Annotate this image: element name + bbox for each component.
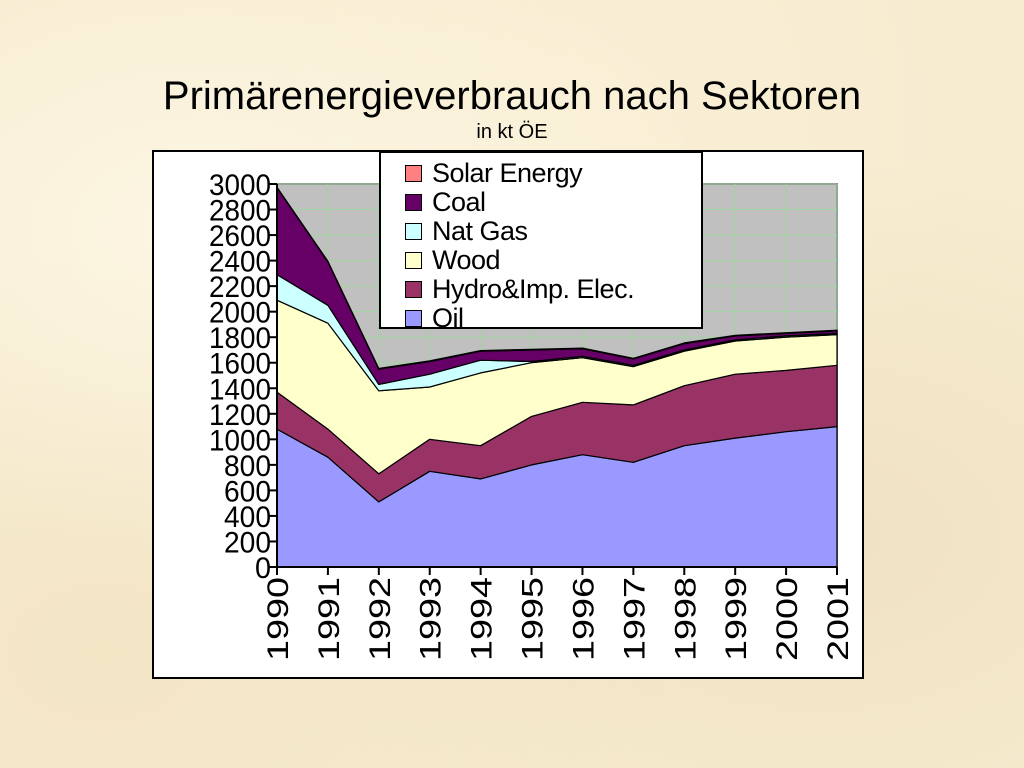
x-tick-label: 1999 [720, 577, 753, 661]
legend-label: Oil [432, 303, 464, 333]
x-tick-label: 1995 [517, 577, 550, 661]
legend-swatch [405, 194, 422, 211]
y-tick-label: 200 [224, 526, 271, 559]
x-tick-label: 1997 [618, 577, 651, 661]
area-series-solar-energy [276, 186, 838, 370]
y-tick-label: 2800 [209, 195, 271, 228]
y-tick-label: 2400 [209, 246, 271, 279]
x-tick-label: 1992 [364, 577, 397, 661]
x-tick-label: 1996 [567, 577, 600, 661]
y-tick-label: 1200 [209, 399, 271, 432]
legend-item: Wood [405, 246, 701, 275]
legend-item: Hydro&Imp. Elec. [405, 275, 701, 304]
x-tick-label: 1993 [415, 577, 448, 661]
y-tick-label: 0 [255, 552, 271, 585]
x-tick-label: 1991 [313, 577, 346, 661]
y-tick-label: 2000 [209, 297, 271, 330]
legend-swatch [405, 281, 422, 298]
x-tick-label: 2000 [771, 577, 804, 661]
legend-label: Wood [432, 245, 501, 275]
x-tick-label: 1990 [262, 577, 295, 661]
y-tick-label: 400 [224, 501, 271, 534]
legend-item: Coal [405, 188, 701, 217]
slide-subtitle: in kt ÖE [476, 121, 548, 143]
legend-label: Nat Gas [432, 216, 528, 246]
legend-item: Oil [405, 304, 701, 333]
y-tick-label: 800 [224, 450, 271, 483]
y-tick-label: 1800 [209, 322, 271, 355]
legend-swatch [405, 165, 422, 182]
y-tick-label: 1600 [209, 348, 271, 381]
x-tick-label: 1998 [669, 577, 702, 661]
legend-label: Solar Energy [432, 158, 583, 188]
slide-title: Primärenergieverbrauch nach Sektoren [162, 74, 862, 118]
y-tick-label: 2600 [209, 220, 271, 253]
y-tick-label: 3000 [209, 169, 271, 202]
x-tick-label: 1994 [466, 577, 499, 661]
chart-legend: Solar Energy Coal Nat Gas Wood Hydro&Imp. El… [379, 151, 703, 333]
y-tick-label: 1400 [209, 373, 271, 406]
x-tick-label: 2001 [822, 577, 855, 661]
legend-swatch [405, 223, 422, 240]
legend-item: Nat Gas [405, 217, 701, 246]
legend-swatch [405, 252, 422, 269]
legend-label: Hydro&Imp. Elec. [432, 274, 635, 304]
legend-item: Solar Energy [405, 159, 701, 188]
y-tick-label: 1000 [209, 424, 271, 457]
y-tick-label: 600 [224, 475, 271, 508]
legend-label: Coal [432, 187, 486, 217]
y-tick-label: 2200 [209, 271, 271, 304]
legend-swatch [405, 310, 422, 327]
